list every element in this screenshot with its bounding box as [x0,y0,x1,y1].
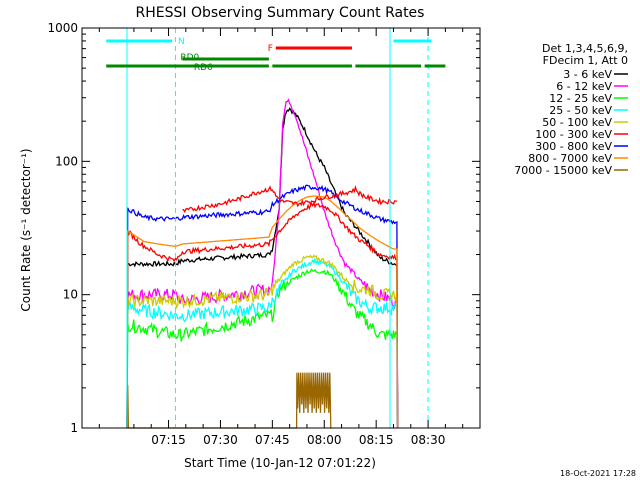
y-tick-label: 1 [70,421,78,435]
chart-title: RHESSI Observing Summary Count Rates [136,5,425,21]
plot-frame [81,27,481,429]
legend-entry-label: 300 - 800 keV [535,140,612,153]
flag-label-rd0: RD0 [180,53,199,63]
x-tick-label: 07:45 [255,433,290,447]
y-tick-label: 1000 [47,21,78,35]
axes: 1 10 100 1000 07:15 07:30 07:45 08:00 08:15 08:30 [47,21,481,447]
x-tick-label: 08:00 [307,433,342,447]
series-line-5 [126,200,399,429]
x-tick-label: 07:30 [203,433,238,447]
y-tick-label: 10 [63,288,78,302]
x-axis-label: Start Time (10-Jan-12 07:01:22) [184,456,376,470]
x-tick-label: 07:15 [151,433,186,447]
flag-label-n: N [178,37,185,47]
series-line-8 [182,184,398,214]
series-line-2 [126,268,399,429]
series-line-3 [126,256,399,429]
legend-header-line: Det 1,3,4,5,6,9, [542,42,628,55]
legend-entry-label: 25 - 50 keV [549,104,612,117]
series-line-7 [126,195,399,429]
legend-header-line: FDecim 1, Att 0 [543,54,628,67]
flag-label-f: F [268,44,273,54]
legend-entry-label: 50 - 100 keV [542,116,612,129]
legend-entry-label: 800 - 7000 keV [528,152,612,165]
legend: Det 1,3,4,5,6,9,FDecim 1, Att 03 - 6 keV… [514,42,628,177]
legend-entry-label: 100 - 300 keV [535,128,612,141]
x-tick-label: 08:15 [359,433,394,447]
legend-entry-label: 12 - 25 keV [549,92,612,105]
series-line-4 [126,254,399,429]
legend-entry-label: 6 - 12 keV [556,80,612,93]
y-tick-label: 100 [55,154,78,168]
legend-entry-label: 7000 - 15000 keV [514,164,612,177]
timestamp: 18-Oct-2021 17:28 [560,469,636,478]
flag-label-rd6: RD6 [194,63,213,73]
series-line-0 [126,107,399,429]
y-axis-label: Count Rate (s⁻¹ detector⁻¹) [19,148,33,311]
x-tick-label: 08:30 [411,433,446,447]
legend-entry-label: 3 - 6 keV [563,68,612,81]
series-line-6 [126,184,399,429]
